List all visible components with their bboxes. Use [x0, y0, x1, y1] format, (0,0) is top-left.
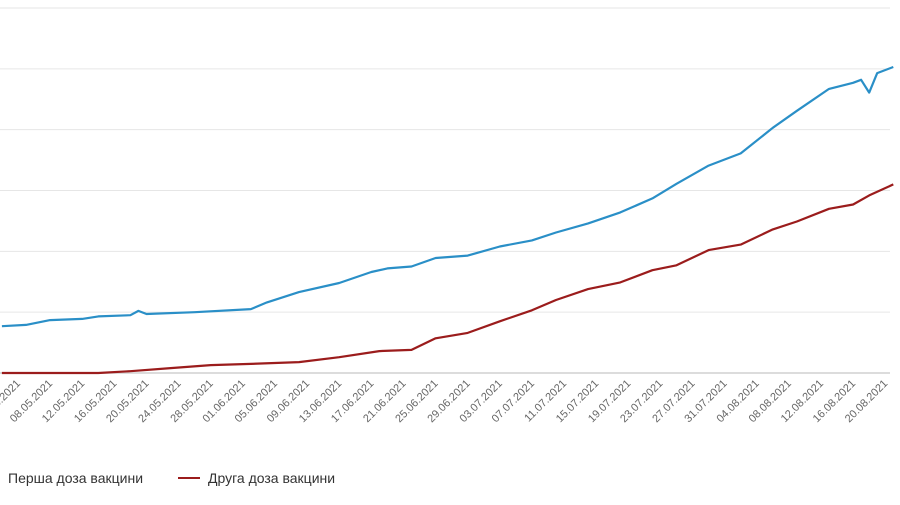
legend-label: Друга доза вакцини — [208, 470, 336, 486]
series-lines — [1, 65, 894, 375]
legend-item-first-dose[interactable]: Перша доза вакцини — [0, 470, 143, 486]
series-line-first-dose — [1, 65, 894, 328]
series-line-second-dose — [1, 183, 894, 375]
gridlines — [0, 7, 890, 374]
legend-item-second-dose[interactable]: Друга доза вакцини — [178, 470, 335, 486]
legend-label: Перша доза вакцини — [8, 470, 144, 486]
line-chart: 04.05.202108.05.202112.05.202116.05.2021… — [0, 7, 894, 425]
x-axis-tick-labels: 04.05.202108.05.202112.05.202116.05.2021… — [0, 378, 890, 425]
legend-swatch-red — [178, 477, 200, 479]
